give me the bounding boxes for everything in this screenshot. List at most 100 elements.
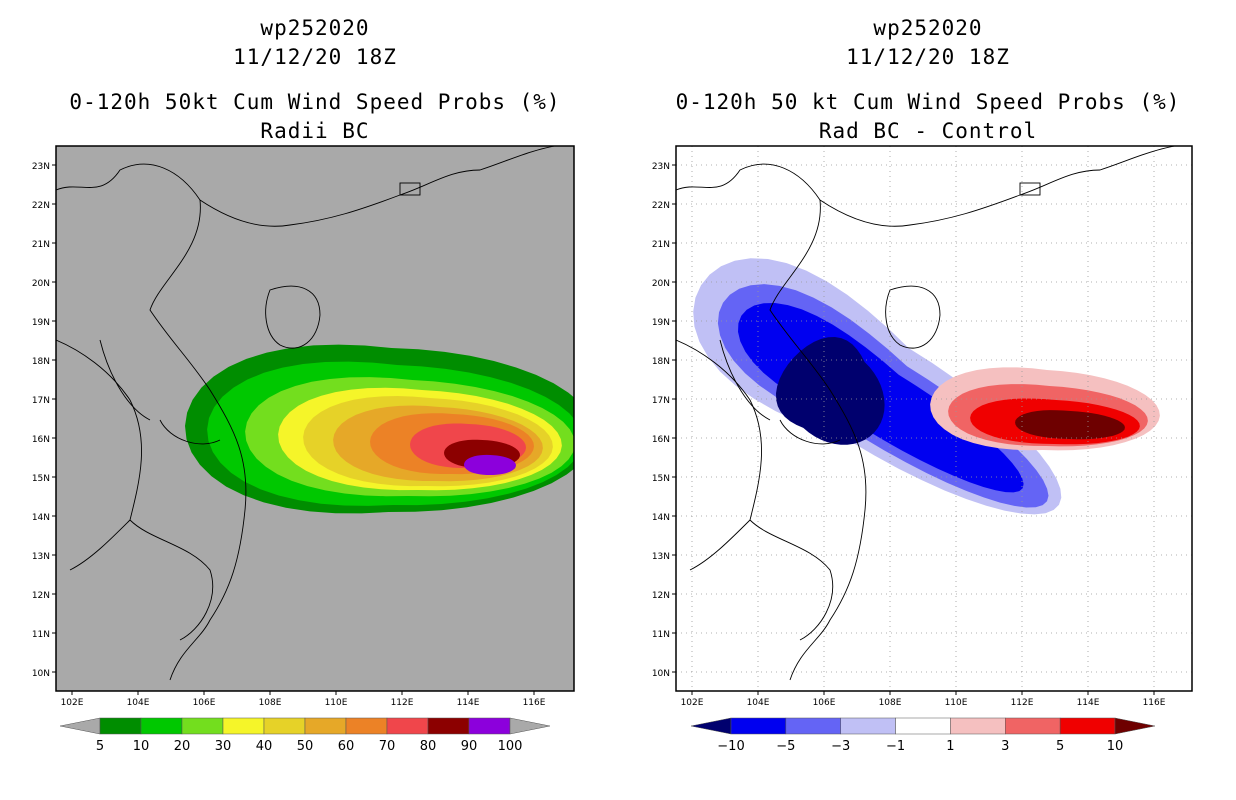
colorbar-swatch — [427, 717, 470, 735]
colorbar-swatch — [840, 717, 896, 735]
coastline — [56, 146, 558, 227]
lat-label: 18N — [32, 357, 50, 367]
right-colorbar: −10 −5 −3 −1 1 3 5 10 — [690, 717, 1156, 754]
coastline — [99, 339, 151, 421]
right-product: 0-120h 50 kt Cum Wind Speed Probs (%) — [675, 90, 1181, 114]
right-lon-labels: 102E 104E 106E 108E 110E 112E 114E 116E — [681, 691, 1166, 708]
lon-label: 114E — [1077, 698, 1100, 708]
colorbar-swatch — [304, 717, 347, 735]
colorbar-label: 90 — [461, 739, 478, 754]
colorbar-arrow-right — [509, 717, 551, 735]
coastline — [749, 519, 834, 641]
colorbar-swatch — [730, 717, 787, 735]
colorbar-label: −10 — [717, 739, 744, 754]
colorbar-swatch — [99, 717, 142, 735]
colorbar-label: 30 — [215, 739, 232, 754]
lon-label: 112E — [391, 698, 414, 708]
left-storm-id: wp252020 — [260, 16, 370, 40]
lon-label: 106E — [813, 698, 836, 708]
lat-label: 11N — [652, 630, 670, 640]
lat-label: 22N — [32, 201, 50, 211]
lon-label: 116E — [1143, 698, 1166, 708]
right-gridlines — [676, 146, 1192, 691]
lon-label: 116E — [523, 698, 546, 708]
lat-label: 21N — [652, 240, 670, 250]
colorbar-swatch — [785, 717, 841, 735]
lat-label: 13N — [652, 552, 670, 562]
coastline — [159, 419, 221, 445]
colorbar-label: 100 — [498, 739, 523, 754]
colorbar-label: −1 — [886, 739, 905, 754]
lon-label: 106E — [193, 698, 216, 708]
colorbar-label: 50 — [297, 739, 314, 754]
left-datetime: 11/12/20 18Z — [233, 45, 397, 69]
left-subtitle: Radii BC — [260, 119, 370, 143]
right-coastlines — [676, 146, 1178, 681]
probability-contour-level-90 — [464, 454, 516, 475]
lat-label: 10N — [32, 669, 50, 679]
colorbar-swatch — [345, 717, 388, 735]
coastline — [56, 339, 142, 571]
lon-label: 108E — [879, 698, 902, 708]
right-title: wp252020 11/12/20 18Z 0-120h 50 kt Cum W… — [645, 14, 1211, 146]
lat-label: 22N — [652, 201, 670, 211]
right-lat-labels: 23N 22N 21N 20N 19N 18N 17N 16N 15N 14N 13N 12N 11N 1… — [652, 162, 676, 679]
colorbar-label: 5 — [96, 739, 104, 754]
lon-label: 110E — [945, 698, 968, 708]
lat-label: 17N — [32, 396, 50, 406]
colorbar-label: 3 — [1001, 739, 1009, 754]
probability-contours — [185, 344, 574, 514]
colorbar-swatch — [1005, 717, 1061, 735]
colorbar-swatch — [222, 717, 265, 735]
left-product: 0-120h 50kt Cum Wind Speed Probs (%) — [69, 90, 561, 114]
lat-label: 18N — [652, 357, 670, 367]
positive-difference-contour — [1015, 410, 1125, 440]
colorbar-swatch — [950, 717, 1006, 735]
lat-label: 19N — [652, 318, 670, 328]
lat-label: 14N — [32, 513, 50, 523]
left-map: 23N 22N 21N 20N 19N 18N 17N 16N 15N 14N 13N 12N 11N 1… — [32, 145, 575, 754]
lat-label: 12N — [652, 591, 670, 601]
lat-label: 16N — [32, 435, 50, 445]
colorbar-label: 60 — [338, 739, 355, 754]
left-colorbar: 5 10 20 30 40 50 60 70 80 90 100 — [59, 717, 551, 754]
colorbar-label: 70 — [379, 739, 396, 754]
coastline — [149, 199, 247, 681]
left-title: wp252020 11/12/20 18Z 0-120h 50kt Cum Wi… — [55, 14, 575, 146]
left-coastlines — [56, 146, 558, 681]
right-map-frame — [675, 145, 1193, 692]
right-storm-id: wp252020 — [873, 16, 983, 40]
colorbar-label: 40 — [256, 739, 273, 754]
left-lon-labels: 102E 104E 106E 108E 110E 112E 114E 116E — [61, 691, 546, 708]
lat-label: 10N — [652, 669, 670, 679]
lat-label: 20N — [32, 279, 50, 289]
colorbar-label: 20 — [174, 739, 191, 754]
lon-label: 104E — [127, 698, 150, 708]
coastline — [676, 146, 1178, 227]
coastline — [769, 199, 867, 681]
right-map: 23N 22N 21N 20N 19N 18N 17N 16N 15N 14N 13N 12N 11N 1… — [652, 145, 1193, 754]
colorbar-swatch — [468, 717, 511, 735]
colorbar-swatch — [1059, 717, 1116, 735]
lat-label: 13N — [32, 552, 50, 562]
colorbar-arrow-left — [690, 717, 732, 735]
lat-label: 21N — [32, 240, 50, 250]
difference-contours — [693, 258, 1160, 515]
colorbar-label: −3 — [831, 739, 850, 754]
left-lat-labels: 23N 22N 21N 20N 19N 18N 17N 16N 15N 14N 13N 12N 11N 1… — [32, 162, 56, 679]
right-datetime: 11/12/20 18Z — [846, 45, 1010, 69]
lon-label: 110E — [325, 698, 348, 708]
lon-label: 108E — [259, 698, 282, 708]
hong-kong-box — [1019, 182, 1041, 196]
colorbar-arrow-right — [1114, 717, 1156, 735]
colorbar-label: 80 — [420, 739, 437, 754]
lat-label: 14N — [652, 513, 670, 523]
colorbar-label: 5 — [1056, 739, 1064, 754]
colorbar-label: 10 — [1107, 739, 1124, 754]
lon-label: 104E — [747, 698, 770, 708]
lat-label: 15N — [652, 474, 670, 484]
left-map-frame — [55, 145, 575, 692]
lat-label: 19N — [32, 318, 50, 328]
colorbar-swatch — [895, 717, 951, 735]
colorbar-arrow-left — [59, 717, 101, 735]
